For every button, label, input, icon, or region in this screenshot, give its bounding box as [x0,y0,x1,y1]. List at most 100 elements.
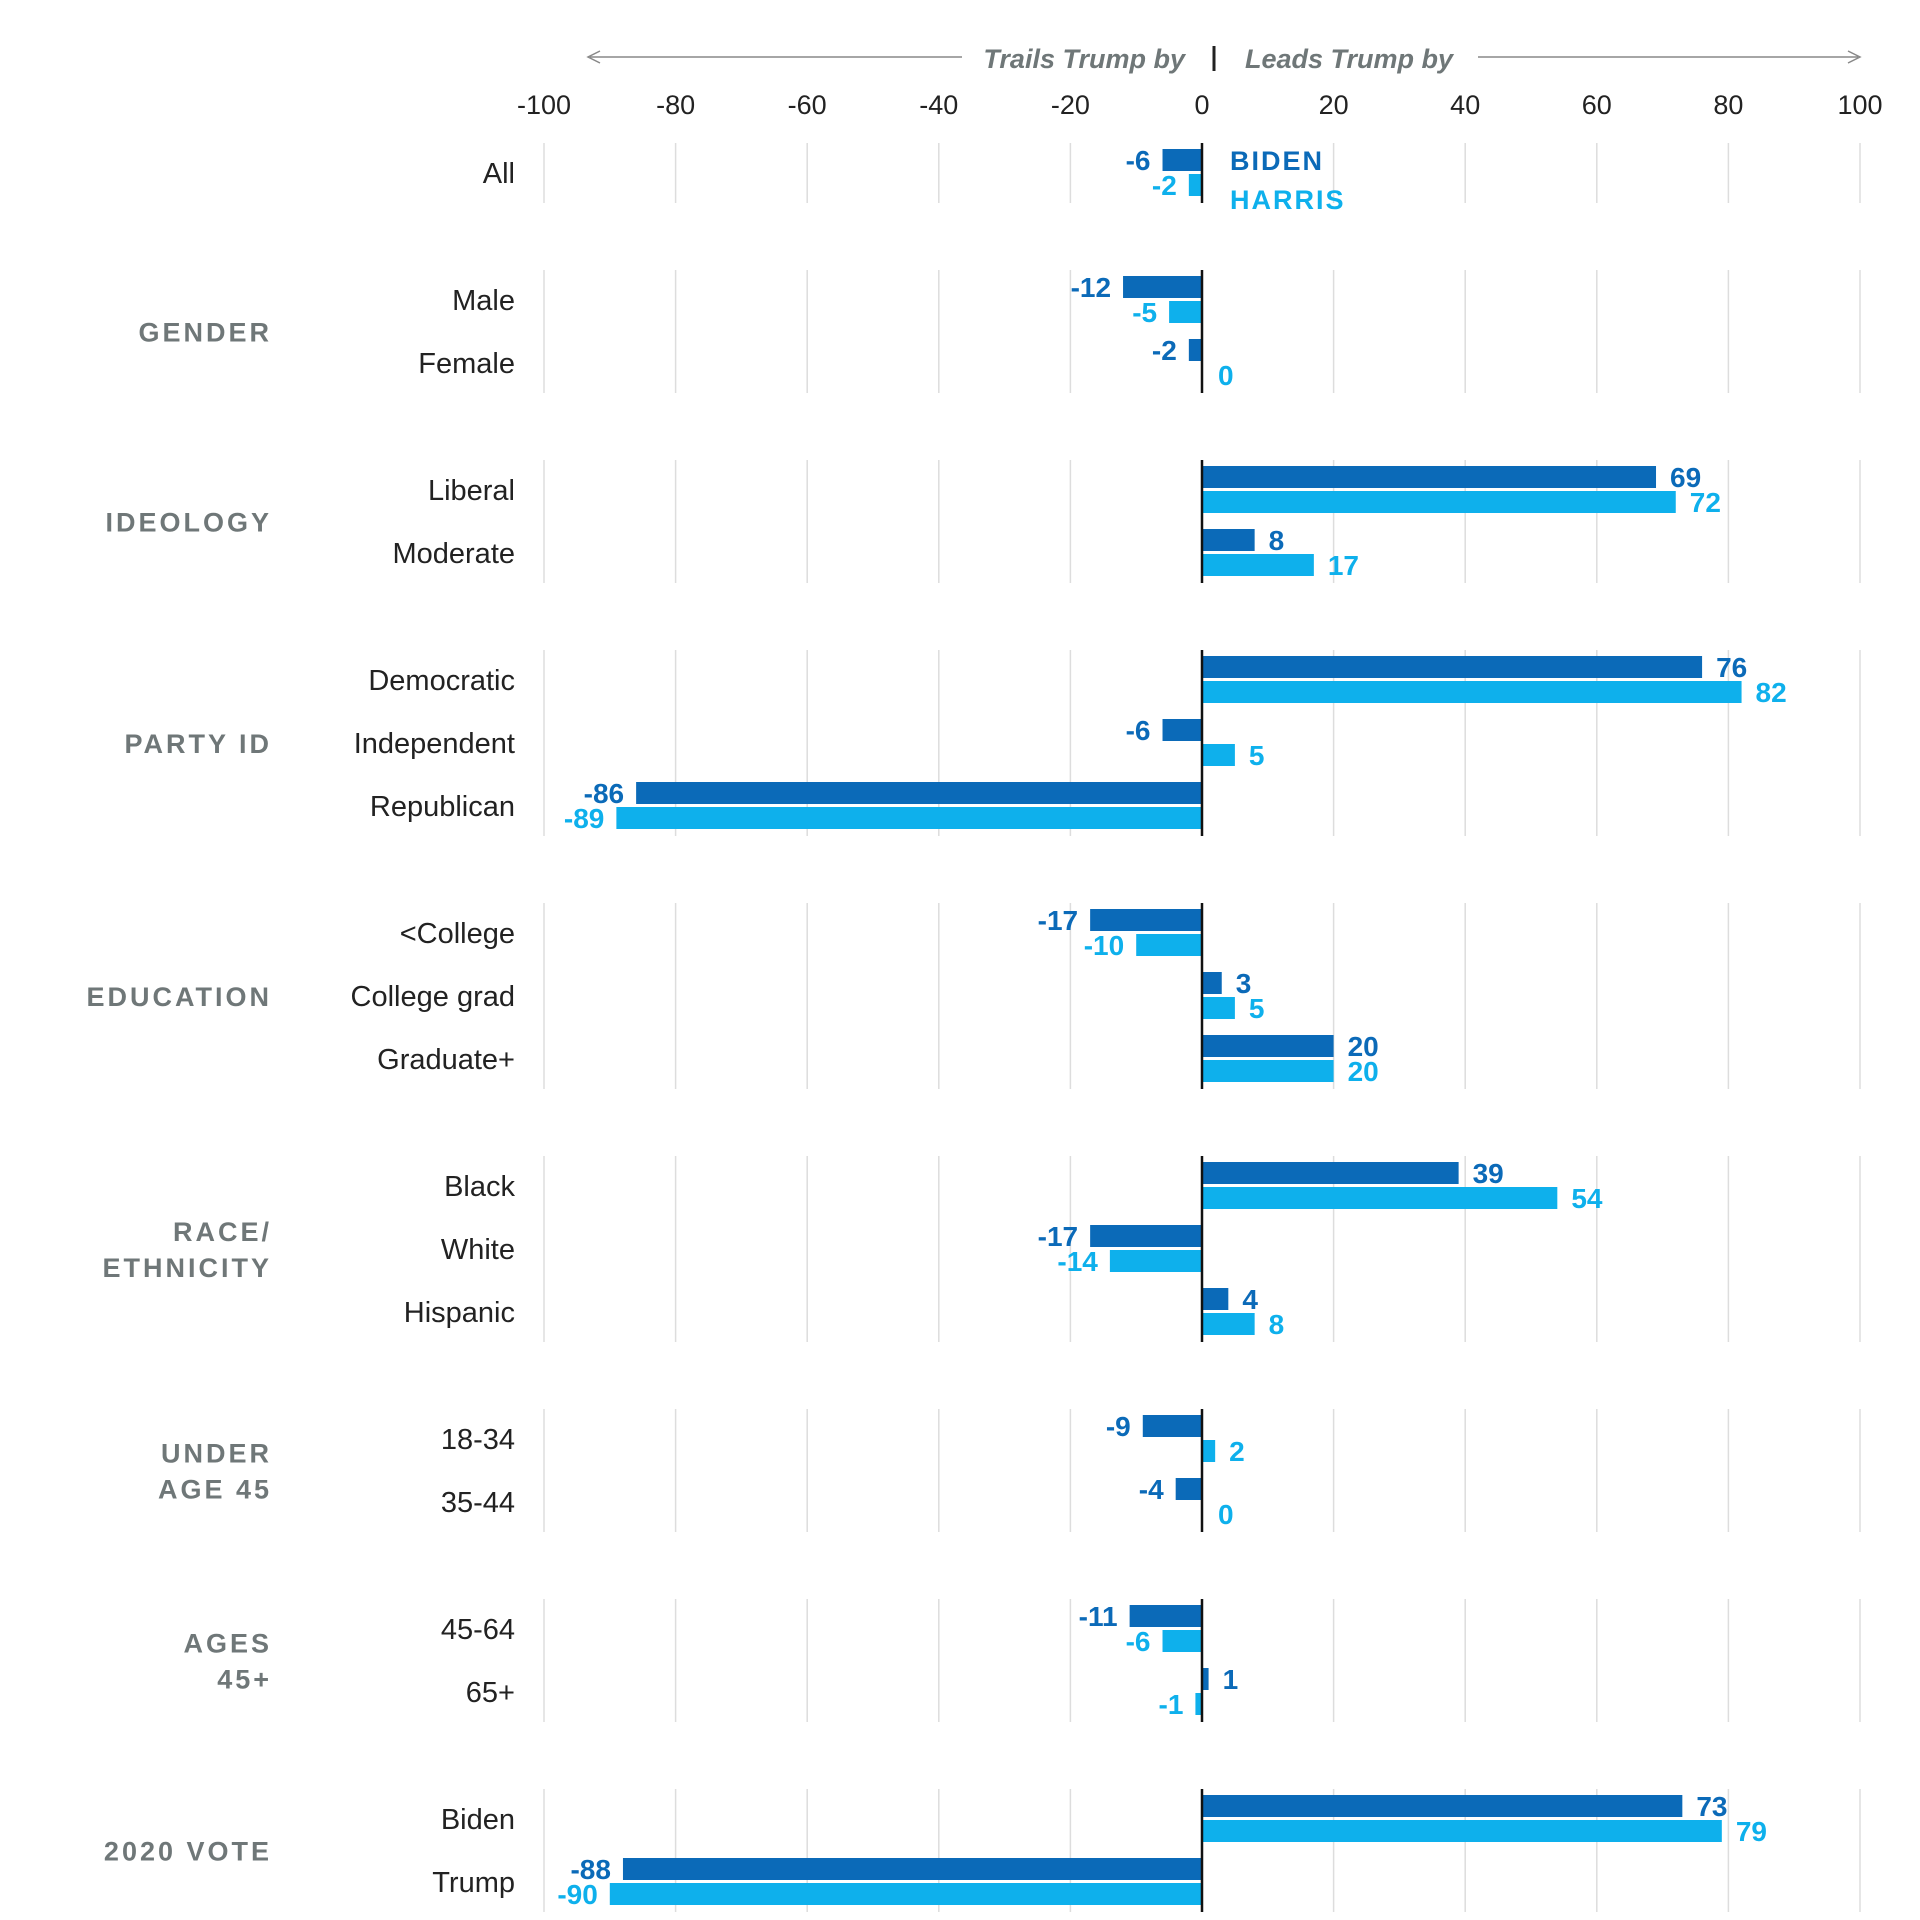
legend: BIDEN HARRIS [1230,146,1344,215]
bars [609,149,1742,1905]
value-label-harris: -5 [1132,297,1157,328]
bar-biden [1090,909,1202,931]
value-label-biden: 76 [1716,652,1747,683]
value-label-biden: -12 [1071,272,1111,303]
x-tick-label: -80 [656,90,695,120]
bar-harris [1202,1060,1334,1082]
bar-harris [1162,1630,1202,1652]
x-tick-label: 80 [1713,90,1743,120]
value-label-biden: -17 [1038,905,1078,936]
group-label: EDUCATION [87,982,273,1012]
category-label: Trump [432,1867,515,1899]
gridlines [543,143,1861,1912]
group-label: UNDER [161,1439,272,1469]
legend-entry-biden: BIDEN [1230,146,1324,176]
bar-biden [1188,339,1202,361]
category-label: Female [418,348,515,380]
bar-harris [1109,1250,1202,1272]
value-label-biden: 1 [1223,1664,1239,1695]
x-tick-label: 40 [1450,90,1480,120]
value-label-harris: 2 [1229,1436,1245,1467]
bar-harris [1202,1313,1255,1335]
bar-biden [1162,149,1202,171]
value-label-biden: -11 [1079,1601,1118,1632]
value-label-biden: 3 [1236,968,1252,999]
value-label-harris: 17 [1328,550,1359,581]
value-label-harris: -90 [557,1879,597,1910]
value-label-biden: 73 [1696,1791,1727,1822]
value-label-harris: 0 [1218,1499,1234,1530]
bar-harris [1188,174,1202,196]
bar-harris [1202,1187,1558,1209]
value-label-biden: -6 [1126,145,1151,176]
value-label-biden: -9 [1106,1411,1131,1442]
value-label-biden: 8 [1269,525,1285,556]
value-label-harris: 5 [1249,740,1265,771]
category-labels: All Male Female Liberal Moderate Democratic In… [351,158,516,1899]
bar-biden [1123,276,1202,298]
group-label: AGE 45 [158,1475,272,1505]
value-label-harris: 72 [1690,487,1721,518]
value-label-harris: 8 [1269,1309,1285,1340]
category-label: White [441,1234,515,1266]
x-axis-ticks: -100 -80 -60 -40 -20 0 20 40 60 80 100 [517,90,1883,120]
value-label-harris: 79 [1736,1816,1767,1847]
category-label: Male [452,285,515,317]
value-label-harris: -10 [1084,930,1124,961]
bar-harris [1202,491,1676,513]
value-label-harris: -6 [1126,1626,1151,1657]
category-label: Democratic [368,665,515,697]
value-label-biden: 69 [1670,462,1701,493]
value-label-harris: 82 [1756,677,1787,708]
category-label: All [483,158,515,190]
value-label-harris: 0 [1218,360,1234,391]
group-label: IDEOLOGY [105,508,272,538]
group-label: RACE/ [173,1217,272,1247]
value-label-biden: 4 [1242,1284,1258,1315]
category-label: 65+ [466,1677,515,1709]
value-label-harris: -2 [1152,170,1177,201]
bar-harris [1202,1440,1216,1462]
group-labels: GENDER IDEOLOGY PARTY ID EDUCATION RACE/ETHN… [87,318,273,1867]
value-labels: -6-2-12-5-2069728177682-65-86-89-17-1035… [557,145,1786,1910]
category-label: Moderate [392,538,515,570]
bar-biden [1202,1162,1459,1184]
value-label-biden: 20 [1348,1031,1379,1062]
group-label: GENDER [138,318,272,348]
bar-biden [1202,529,1255,551]
group-label: ETHNICITY [102,1253,272,1283]
bar-biden [1202,466,1657,488]
category-label: Black [444,1171,515,1203]
group-label: 45+ [217,1665,272,1695]
value-label-biden: 39 [1473,1158,1504,1189]
chart-header: Trails Trump by Leads Trump by [586,44,1862,74]
category-label: 35-44 [441,1487,515,1519]
x-tick-label: -60 [788,90,827,120]
x-tick-label: 20 [1319,90,1349,120]
bar-biden [1202,1668,1209,1690]
bar-harris [1202,997,1235,1019]
category-label: Graduate+ [377,1044,515,1076]
bar-biden [1202,656,1703,678]
value-label-biden: -6 [1126,715,1151,746]
bar-harris [1202,1820,1722,1842]
bar-biden [1202,1035,1334,1057]
x-tick-label: -40 [919,90,958,120]
x-tick-label: 0 [1194,90,1209,120]
group-label: AGES [183,1629,272,1659]
x-tick-label: -100 [517,90,571,120]
header-left-label: Trails Trump by [983,44,1187,74]
x-tick-label: 60 [1582,90,1612,120]
category-label: Hispanic [404,1297,515,1329]
bar-biden [636,782,1202,804]
value-label-harris: -89 [564,803,604,834]
value-label-biden: -86 [584,778,624,809]
bar-biden [1142,1415,1202,1437]
bar-harris [1195,1693,1202,1715]
value-label-biden: -88 [570,1854,610,1885]
value-label-harris: -1 [1159,1689,1184,1720]
group-label: PARTY ID [124,729,272,759]
value-label-harris: 20 [1348,1056,1379,1087]
bar-biden [1202,1795,1683,1817]
value-label-biden: -17 [1038,1221,1078,1252]
